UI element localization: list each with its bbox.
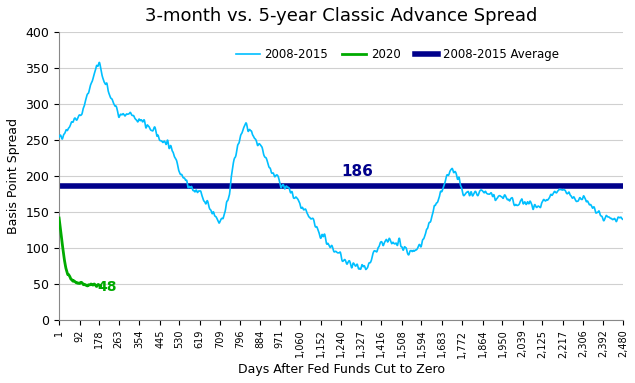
2008-2015 (596, 211, 604, 216)
Text: 186: 186 (341, 164, 373, 179)
2008-2015 (240, 124, 248, 129)
2020 (74, 281, 82, 286)
2020 (69, 279, 77, 283)
2008-2015 Average (55, 184, 63, 188)
2008-2015 (133, 118, 141, 123)
Text: 48: 48 (98, 280, 117, 294)
2020 (97, 283, 104, 288)
Line: 2008-2015: 2008-2015 (59, 62, 623, 270)
2020 (56, 219, 64, 224)
2020 (97, 284, 105, 288)
2008-2015 (55, 135, 63, 139)
2020 (93, 284, 100, 289)
2020 (72, 280, 79, 284)
2008-2015 Average (55, 184, 63, 188)
2008-2015 (584, 199, 591, 203)
2020 (96, 283, 104, 288)
2020 (55, 216, 63, 220)
2008-2015 (111, 104, 119, 108)
Y-axis label: Basis Point Spread: Basis Point Spread (7, 118, 20, 234)
2008-2015 (362, 267, 370, 272)
2008-2015 (95, 60, 103, 65)
2008-2015 (353, 262, 361, 267)
X-axis label: Days After Fed Funds Cut to Zero: Days After Fed Funds Cut to Zero (237, 363, 444, 376)
2008-2015 (619, 217, 627, 222)
Title: 3-month vs. 5-year Classic Advance Spread: 3-month vs. 5-year Classic Advance Sprea… (145, 7, 537, 25)
Legend: 2008-2015, 2020, 2008-2015 Average: 2008-2015, 2020, 2008-2015 Average (231, 44, 564, 66)
Line: 2020: 2020 (59, 218, 101, 286)
